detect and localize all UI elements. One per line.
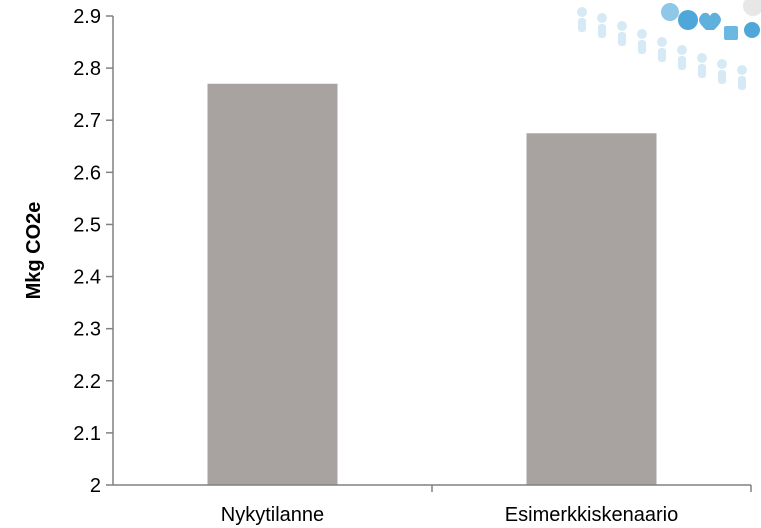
x-axis-labels: Nykytilanne Esimerkkiskenaario xyxy=(221,485,752,526)
x-category-label: Nykytilanne xyxy=(221,504,324,526)
y-axis-ticks: 2 2.1 2.2 2.3 2.4 2.5 2.6 2.7 2.8 2.9 xyxy=(73,6,113,497)
y-tick-label: 2.3 xyxy=(73,319,101,341)
watermark-decoration-icon xyxy=(577,0,761,90)
bars xyxy=(207,83,657,485)
y-tick-label: 2.9 xyxy=(73,6,101,28)
y-tick-label: 2.6 xyxy=(73,162,101,184)
bar-nykytilanne xyxy=(207,83,338,485)
y-tick-label: 2.8 xyxy=(73,58,101,80)
y-tick-label: 2 xyxy=(90,475,101,497)
people-icon xyxy=(577,7,747,90)
x-category-label: Esimerkkiskenaario xyxy=(505,504,678,526)
bar-esimerkkiskenaario xyxy=(526,133,657,485)
y-tick-label: 2.7 xyxy=(73,110,101,132)
y-tick-label: 2.2 xyxy=(73,371,101,393)
y-tick-label: 2.5 xyxy=(73,214,101,236)
y-tick-label: 2.1 xyxy=(73,423,101,445)
watermark-logo-icon xyxy=(661,0,761,40)
heart-icon xyxy=(699,12,721,31)
y-axis-title: Mkg CO2e xyxy=(23,202,45,300)
y-tick-label: 2.4 xyxy=(73,267,101,289)
